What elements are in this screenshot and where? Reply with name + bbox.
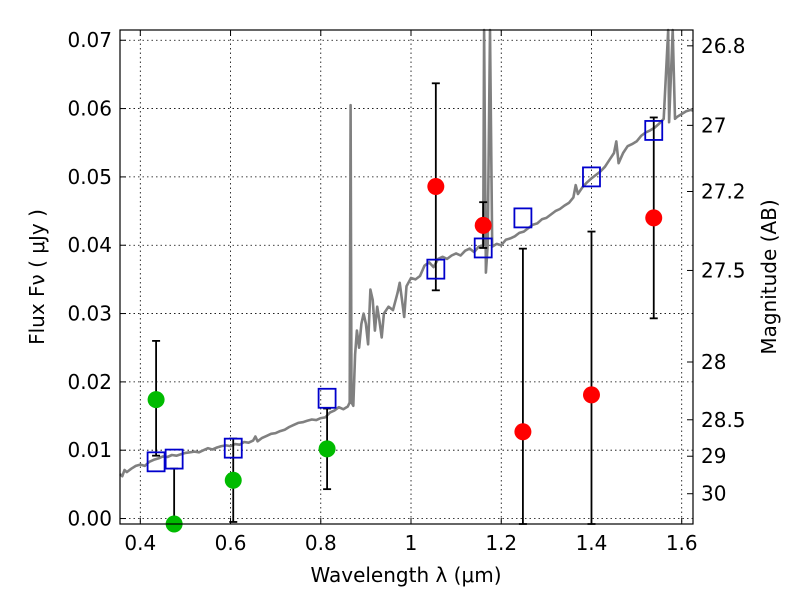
magnitude-axis-title: Magnitude (AB)	[757, 199, 781, 354]
grid	[120, 30, 693, 524]
magnitude-axis-ticks: 26.8 27 27.2 27.5 28 28.5 29 30	[687, 34, 746, 506]
magnitude-tick-label: 30	[701, 482, 726, 506]
magnitude-tick-label: 28.5	[701, 408, 746, 432]
y-tick-label: 0.07	[67, 28, 112, 52]
magnitude-tick-label: 26.8	[701, 34, 746, 58]
y-tick-label: 0.05	[67, 165, 112, 189]
observed-flux-point	[224, 471, 242, 489]
observed-flux-point	[318, 440, 336, 458]
x-tick-label: 1.4	[576, 531, 608, 555]
model-band-square	[146, 451, 166, 473]
magnitude-tick-label: 27.2	[701, 180, 746, 204]
plot-frame	[119, 29, 694, 525]
y-tick-label: 0.01	[67, 438, 112, 462]
x-axis-ticks: 0.4 0.6 0.8 1 1.2 1.4 1.6	[124, 30, 698, 555]
observed-flux-point	[582, 386, 600, 404]
model-band-square	[582, 166, 601, 188]
model-band-square	[513, 207, 533, 229]
observed-flux-point	[147, 391, 165, 409]
y-tick-label: 0.02	[67, 370, 112, 394]
model-band-square	[426, 258, 446, 280]
magnitude-tick-label: 28	[701, 350, 726, 374]
magnitude-tick-label: 29	[701, 444, 726, 468]
model-band-square	[317, 387, 337, 409]
y-axis-title: Flux Fν ( μJy )	[25, 209, 49, 345]
y-tick-label: 0.04	[67, 233, 112, 257]
x-tick-label: 1.2	[485, 531, 517, 555]
x-tick-label: 0.4	[124, 531, 156, 555]
x-tick-label: 0.6	[215, 531, 247, 555]
y-tick-label: 0.06	[67, 97, 112, 121]
x-tick-label: 0.8	[305, 531, 337, 555]
model-band-squares	[146, 120, 664, 473]
y-tick-label: 0.03	[67, 302, 112, 326]
y-tick-label: 0.00	[67, 507, 112, 531]
x-axis-title: Wavelength λ (μm)	[310, 563, 501, 587]
observed-points	[147, 177, 663, 533]
model-band-square	[223, 437, 243, 459]
x-tick-label: 1.6	[666, 531, 698, 555]
magnitude-tick-label: 27	[701, 113, 726, 137]
observed-flux-point	[427, 177, 445, 195]
model-band-square	[164, 448, 184, 470]
observed-flux-point	[645, 209, 663, 227]
model-band-square	[473, 237, 493, 259]
magnitude-tick-label: 27.5	[701, 258, 746, 282]
observed-flux-point	[514, 423, 532, 441]
x-tick-label: 1	[405, 531, 418, 555]
model-band-square	[644, 120, 664, 141]
observed-flux-point	[474, 216, 492, 234]
y-axis-ticks: 0.00 0.01 0.02 0.03 0.04 0.05 0.06 0.07	[67, 28, 126, 531]
